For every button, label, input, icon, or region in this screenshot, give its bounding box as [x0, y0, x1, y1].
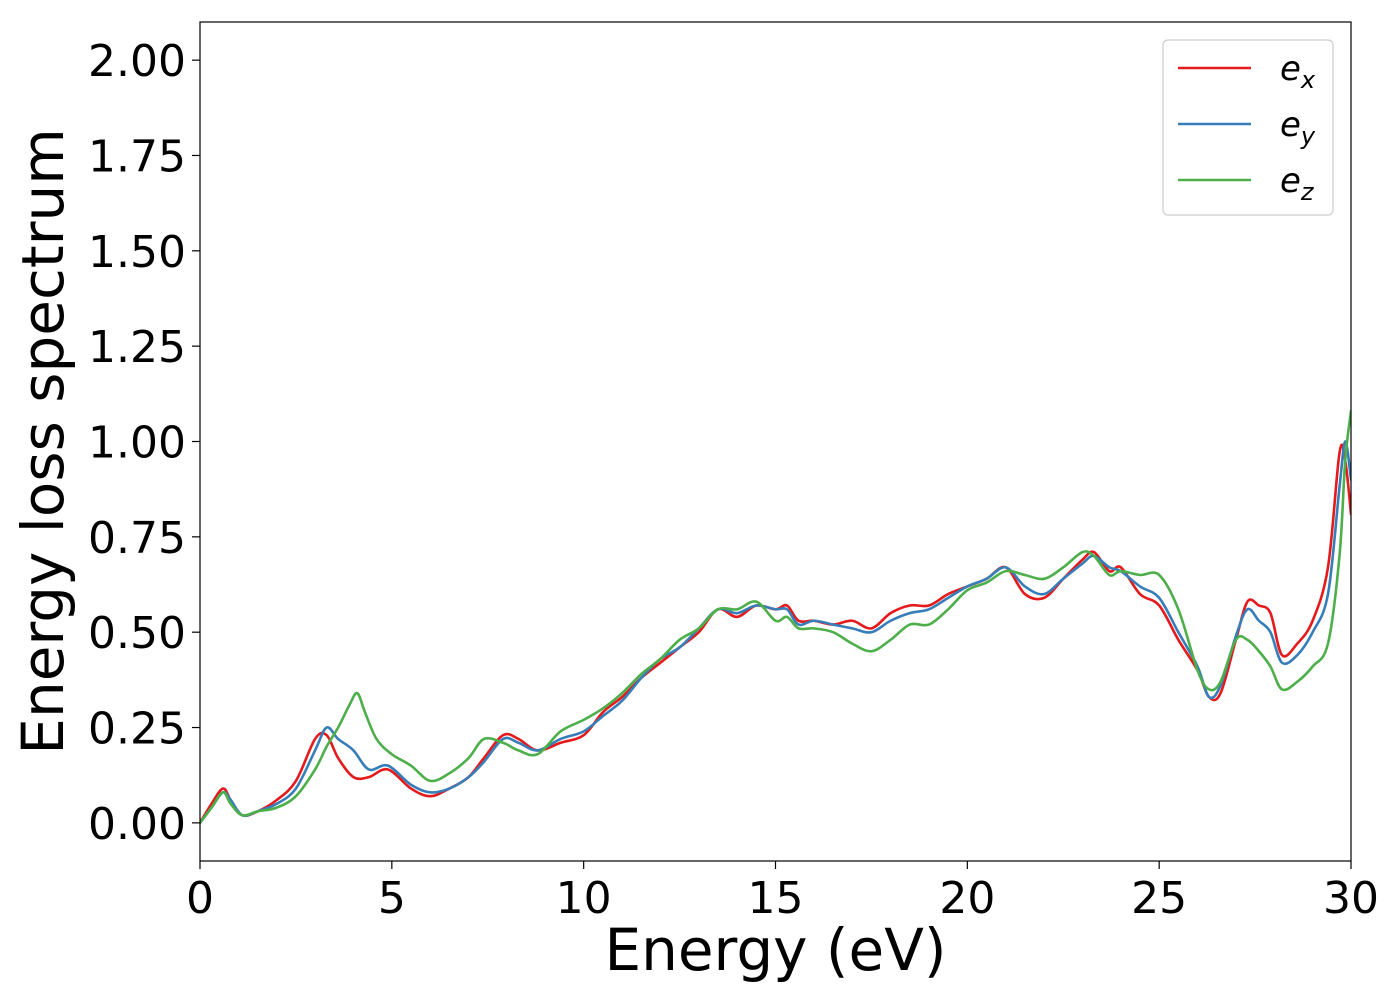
y-tick-label: 0.25: [88, 704, 186, 755]
x-tick-label: 15: [748, 873, 804, 924]
y-tick-label: 0.50: [88, 608, 186, 659]
legend: ex ey ez: [1162, 39, 1334, 216]
x-tick-label: 5: [378, 873, 406, 924]
y-tick-label: 1.25: [88, 322, 186, 373]
y-tick-label: 0.00: [88, 799, 186, 850]
y-tick-label: 1.50: [88, 227, 186, 278]
x-axis-title: Energy (eV): [604, 916, 946, 984]
y-tick-label: 1.00: [88, 418, 186, 469]
legend-label-ex: ex: [1280, 49, 1316, 94]
x-tick-label: 10: [556, 873, 612, 924]
x-tick-label: 30: [1323, 873, 1379, 924]
series-line-ex: [200, 443, 1351, 825]
series-layer: [200, 409, 1351, 825]
x-tick-label: 0: [186, 873, 214, 924]
x-tick-label: 20: [939, 873, 995, 924]
x-tick-label: 25: [1131, 873, 1187, 924]
series-line-ey: [200, 440, 1351, 825]
series-line-ez: [200, 409, 1351, 825]
legend-label-ey: ey: [1280, 105, 1316, 150]
y-tick-label: 0.75: [88, 513, 186, 564]
y-tick-label: 2.00: [88, 36, 186, 87]
x-axis: 0 5 10 15 20 25 30: [186, 861, 1379, 924]
y-axis: 0.00 0.25 0.50 0.75 1.00 1.25 1.50 1.75 2.00: [88, 36, 200, 850]
legend-box: [1162, 39, 1334, 216]
legend-label-ez: ez: [1280, 161, 1315, 206]
y-axis-title: Energy loss spectrum: [9, 128, 77, 754]
y-tick-label: 1.75: [88, 131, 186, 182]
